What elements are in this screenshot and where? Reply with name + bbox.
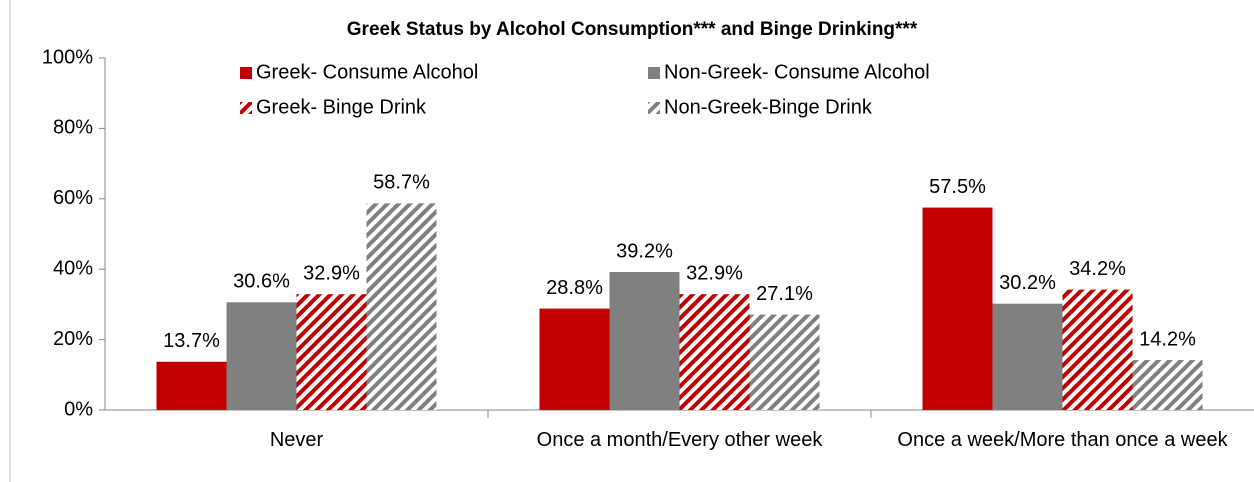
bar <box>922 207 993 410</box>
value-label: 27.1% <box>756 283 813 305</box>
value-label: 32.9% <box>303 262 360 284</box>
bar <box>1132 360 1203 410</box>
x-tick-label: Once a month/Every other week <box>536 429 823 451</box>
bar <box>749 314 820 410</box>
x-tick-label: Once a week/More than once a week <box>897 429 1228 451</box>
value-label: 30.2% <box>999 272 1056 294</box>
value-label: 34.2% <box>1069 258 1126 280</box>
legend-label: Greek- Binge Drink <box>256 96 427 118</box>
legend-label: Non-Greek- Consume Alcohol <box>664 61 930 83</box>
bar <box>679 294 750 410</box>
value-label: 14.2% <box>1139 328 1196 350</box>
bar <box>156 361 227 410</box>
y-tick-label: 0% <box>64 398 93 420</box>
value-label: 30.6% <box>233 271 290 293</box>
y-tick-label: 80% <box>53 117 93 139</box>
legend-swatch <box>240 67 252 79</box>
bar <box>366 203 437 410</box>
y-tick-label: 60% <box>53 187 93 209</box>
legend-label: Non-Greek-Binge Drink <box>664 96 873 118</box>
bar <box>539 308 610 410</box>
bar <box>1062 289 1133 410</box>
legend-swatch <box>648 67 660 79</box>
value-label: 39.2% <box>616 240 673 262</box>
y-tick-label: 20% <box>53 328 93 350</box>
legend-label: Greek- Consume Alcohol <box>256 61 478 83</box>
bar <box>226 302 297 410</box>
legend-swatch <box>648 102 660 114</box>
y-tick-label: 40% <box>53 257 93 279</box>
bar <box>992 303 1063 410</box>
value-label: 32.9% <box>686 262 743 284</box>
x-tick-label: Never <box>269 429 324 451</box>
value-label: 58.7% <box>373 172 430 194</box>
y-tick-label: 100% <box>42 46 93 68</box>
value-label: 13.7% <box>163 330 220 352</box>
legend-swatch <box>240 102 252 114</box>
bar <box>296 294 367 410</box>
bar <box>609 272 680 410</box>
value-label: 57.5% <box>929 176 986 198</box>
chart-title: Greek Status by Alcohol Consumption*** a… <box>347 19 918 40</box>
value-label: 28.8% <box>546 277 603 299</box>
